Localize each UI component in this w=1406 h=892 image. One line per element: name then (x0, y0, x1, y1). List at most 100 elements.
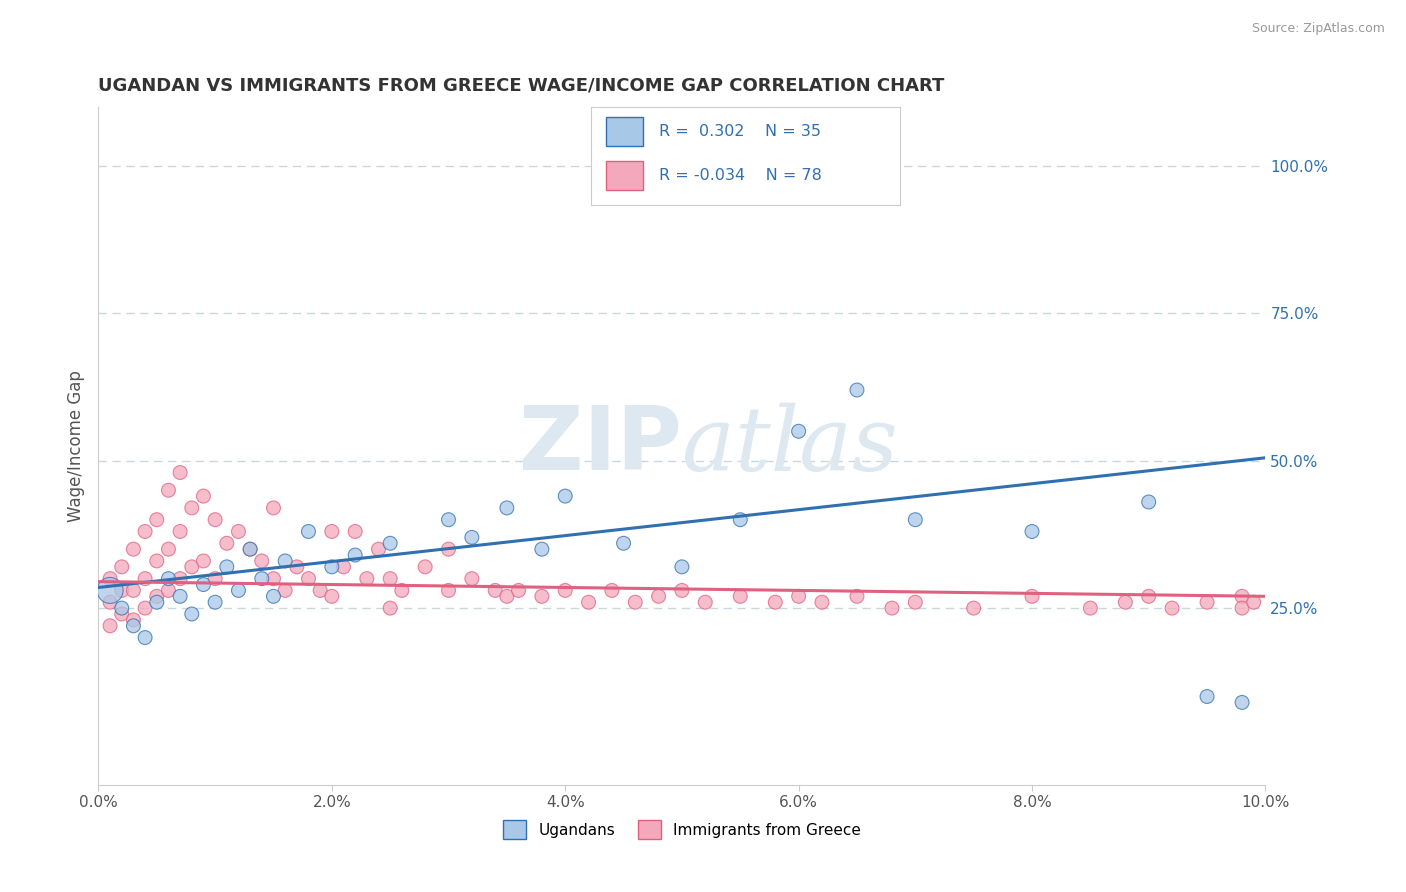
Point (1230, 590, 1253, 604)
Point (811, 595, 834, 609)
Point (134, 631, 156, 645)
Point (297, 524, 319, 539)
Point (647, 590, 669, 604)
Point (367, 542, 389, 557)
Point (297, 572, 319, 586)
Point (204, 513, 226, 527)
Point (1161, 601, 1184, 615)
Point (730, 590, 752, 604)
Point (380, 601, 402, 615)
Text: Source: ZipAtlas.com: Source: ZipAtlas.com (1251, 22, 1385, 36)
Point (1114, 595, 1136, 609)
Point (671, 559, 693, 574)
Point (846, 590, 869, 604)
Point (787, 590, 810, 604)
Point (508, 583, 530, 598)
Point (285, 559, 308, 574)
Point (98, 595, 121, 609)
Point (157, 572, 180, 586)
Point (787, 424, 810, 438)
Point (695, 595, 717, 609)
Point (250, 554, 273, 568)
Point (262, 500, 284, 515)
Point (193, 577, 215, 591)
Point (228, 524, 250, 539)
Point (437, 583, 460, 598)
Point (146, 554, 169, 568)
Legend: Ugandans, Immigrants from Greece: Ugandans, Immigrants from Greece (496, 814, 868, 845)
Point (332, 559, 354, 574)
Point (380, 536, 402, 550)
Point (554, 583, 576, 598)
Point (1137, 495, 1160, 509)
Point (904, 595, 927, 609)
Point (157, 542, 180, 557)
Text: UGANDAN VS IMMIGRANTS FROM GREECE WAGE/INCOME GAP CORRELATION CHART: UGANDAN VS IMMIGRANTS FROM GREECE WAGE/I… (98, 77, 945, 95)
Point (344, 524, 367, 539)
Point (262, 572, 284, 586)
Point (169, 524, 191, 539)
Point (321, 524, 343, 539)
Point (380, 572, 402, 586)
Point (111, 607, 134, 621)
Point (239, 542, 262, 557)
Point (461, 530, 484, 544)
Point (274, 554, 297, 568)
Point (578, 595, 600, 609)
Point (146, 590, 169, 604)
Point (180, 559, 202, 574)
Text: atlas: atlas (682, 402, 897, 490)
Point (239, 542, 262, 557)
Point (356, 572, 378, 586)
Point (1230, 695, 1253, 709)
Point (391, 583, 413, 598)
Point (215, 559, 238, 574)
Point (530, 590, 553, 604)
Point (530, 542, 553, 557)
Point (1243, 595, 1265, 609)
Bar (606, 161, 643, 191)
Point (169, 466, 191, 480)
Y-axis label: Wage/Income Gap: Wage/Income Gap (66, 370, 84, 522)
Point (122, 613, 145, 627)
Point (122, 542, 145, 557)
Point (1021, 590, 1043, 604)
Point (157, 583, 180, 598)
Point (1230, 601, 1253, 615)
Point (880, 601, 903, 615)
Point (146, 513, 169, 527)
Point (122, 619, 145, 633)
Point (122, 583, 145, 598)
Point (671, 583, 693, 598)
Point (1137, 590, 1160, 604)
Point (600, 583, 623, 598)
Point (1195, 595, 1218, 609)
Point (309, 583, 332, 598)
Point (111, 583, 134, 598)
Point (484, 583, 506, 598)
Point (413, 559, 436, 574)
Point (437, 542, 460, 557)
Point (962, 601, 984, 615)
Point (111, 559, 134, 574)
Point (321, 590, 343, 604)
Point (250, 572, 273, 586)
Text: ZIP: ZIP (519, 402, 682, 490)
Point (1080, 601, 1102, 615)
Point (134, 601, 156, 615)
Point (344, 548, 367, 562)
Point (496, 590, 519, 604)
Bar (606, 117, 643, 146)
Point (169, 590, 191, 604)
Point (98, 572, 121, 586)
Point (262, 590, 284, 604)
Point (98, 619, 121, 633)
Text: R =  0.302    N = 35: R = 0.302 N = 35 (658, 124, 821, 139)
Point (437, 513, 460, 527)
Point (204, 595, 226, 609)
Point (157, 483, 180, 498)
Point (180, 500, 202, 515)
Point (193, 489, 215, 503)
Text: R = -0.034    N = 78: R = -0.034 N = 78 (658, 169, 821, 183)
Point (180, 607, 202, 621)
